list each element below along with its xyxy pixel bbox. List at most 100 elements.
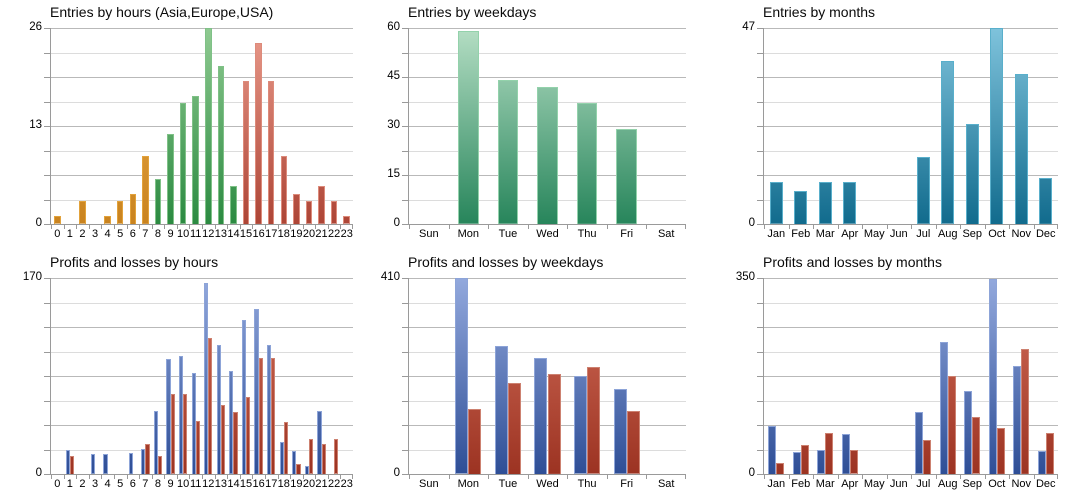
bar-profits-Aug[interactable]	[939, 341, 948, 474]
bar-profits-Dec[interactable]	[1037, 451, 1046, 474]
bar-losses-12[interactable]	[208, 337, 213, 474]
bar-entries-2[interactable]	[79, 201, 86, 224]
bar-losses-Tue[interactable]	[507, 382, 521, 474]
bar-profits-Jan[interactable]	[768, 425, 777, 474]
bar-entries-23[interactable]	[343, 216, 350, 224]
bar-profits-17[interactable]	[267, 344, 272, 474]
bar-profits-Oct[interactable]	[988, 278, 997, 474]
bar-profits-16[interactable]	[254, 309, 259, 474]
bar-profits-9[interactable]	[166, 358, 171, 474]
bar-entries-Apr[interactable]	[843, 182, 857, 224]
bar-entries-10[interactable]	[179, 103, 187, 224]
bar-losses-Fri[interactable]	[626, 411, 640, 474]
bar-entries-9[interactable]	[167, 133, 174, 224]
bar-entries-Jan[interactable]	[769, 182, 783, 224]
bar-entries-20[interactable]	[305, 201, 313, 224]
bar-profits-10[interactable]	[178, 356, 184, 474]
bar-losses-Sep[interactable]	[972, 417, 981, 474]
bar-losses-Jan[interactable]	[776, 462, 785, 474]
bar-losses-20[interactable]	[308, 439, 314, 474]
bar-losses-15[interactable]	[246, 396, 251, 474]
bar-profits-Sep[interactable]	[964, 390, 973, 474]
bar-profits-Apr[interactable]	[841, 434, 850, 474]
bar-losses-Jul[interactable]	[923, 439, 932, 474]
bar-entries-17[interactable]	[267, 80, 275, 224]
bar-entries-Fri[interactable]	[616, 129, 637, 224]
bar-entries-22[interactable]	[330, 201, 338, 224]
bar-losses-14[interactable]	[233, 411, 238, 474]
bar-losses-Dec[interactable]	[1045, 433, 1054, 474]
bar-profits-Thu[interactable]	[574, 376, 588, 474]
bar-entries-11[interactable]	[192, 95, 199, 224]
bar-profits-6[interactable]	[128, 453, 133, 474]
bar-entries-Nov[interactable]	[1014, 73, 1028, 224]
bar-entries-14[interactable]	[230, 186, 237, 224]
bar-losses-11[interactable]	[195, 420, 200, 474]
bar-profits-8[interactable]	[153, 410, 158, 474]
bar-profits-Jul[interactable]	[915, 412, 924, 474]
bar-entries-15[interactable]	[242, 80, 250, 224]
bar-profits-20[interactable]	[304, 465, 309, 474]
bar-profits-Wed[interactable]	[534, 357, 548, 474]
bar-profits-Feb[interactable]	[792, 451, 801, 474]
bar-entries-5[interactable]	[116, 201, 124, 224]
bar-entries-Mon[interactable]	[458, 31, 479, 224]
bar-entries-21[interactable]	[318, 186, 325, 224]
bar-entries-Feb[interactable]	[794, 190, 808, 224]
bar-entries-Aug[interactable]	[941, 61, 955, 224]
bar-entries-Tue[interactable]	[497, 80, 519, 224]
bar-entries-Jul[interactable]	[916, 157, 930, 224]
bar-profits-7[interactable]	[141, 448, 146, 474]
bar-losses-Oct[interactable]	[996, 428, 1005, 474]
bar-losses-21[interactable]	[321, 444, 326, 474]
bar-losses-Mar[interactable]	[825, 432, 834, 474]
bar-losses-22[interactable]	[334, 439, 339, 474]
bar-profits-3[interactable]	[90, 454, 96, 474]
bar-profits-15[interactable]	[241, 319, 247, 474]
bar-entries-19[interactable]	[293, 193, 300, 224]
bar-profits-4[interactable]	[103, 454, 108, 474]
bar-entries-Sep[interactable]	[965, 123, 979, 224]
bar-losses-10[interactable]	[183, 394, 188, 474]
bar-entries-Oct[interactable]	[990, 28, 1004, 224]
bar-profits-Tue[interactable]	[494, 345, 508, 474]
bar-losses-Wed[interactable]	[547, 374, 561, 474]
bar-losses-Mon[interactable]	[468, 409, 482, 474]
bar-profits-12[interactable]	[204, 282, 209, 474]
bar-entries-8[interactable]	[154, 178, 162, 224]
bar-entries-13[interactable]	[217, 65, 225, 224]
bar-profits-21[interactable]	[317, 410, 322, 474]
bar-losses-19[interactable]	[296, 463, 301, 474]
bar-entries-12[interactable]	[205, 28, 212, 224]
bar-entries-4[interactable]	[104, 216, 111, 224]
bar-entries-6[interactable]	[129, 193, 137, 224]
bar-entries-7[interactable]	[142, 156, 149, 224]
bar-losses-Nov[interactable]	[1021, 349, 1030, 474]
bar-profits-Fri[interactable]	[613, 389, 627, 474]
bar-profits-18[interactable]	[279, 441, 284, 474]
bar-profits-11[interactable]	[191, 372, 196, 474]
bar-entries-Dec[interactable]	[1039, 178, 1053, 224]
bar-entries-Wed[interactable]	[537, 86, 558, 224]
bar-losses-18[interactable]	[283, 422, 288, 474]
bar-losses-Feb[interactable]	[800, 444, 809, 474]
bar-entries-Thu[interactable]	[576, 103, 598, 224]
bar-losses-17[interactable]	[271, 357, 276, 474]
bar-profits-19[interactable]	[292, 450, 297, 474]
bar-profits-13[interactable]	[216, 344, 221, 474]
bar-profits-Nov[interactable]	[1013, 365, 1022, 474]
bar-profits-1[interactable]	[65, 449, 70, 474]
bar-losses-13[interactable]	[220, 404, 226, 474]
bar-losses-Apr[interactable]	[849, 450, 858, 474]
bar-profits-Mar[interactable]	[817, 450, 826, 474]
bar-entries-18[interactable]	[280, 156, 288, 224]
bar-profits-Mon[interactable]	[455, 278, 469, 474]
bar-losses-Aug[interactable]	[947, 376, 956, 474]
bar-losses-1[interactable]	[69, 455, 75, 474]
bar-entries-16[interactable]	[255, 43, 262, 224]
bar-losses-9[interactable]	[170, 394, 175, 474]
bar-entries-0[interactable]	[54, 216, 61, 224]
bar-profits-14[interactable]	[229, 371, 234, 474]
bar-losses-8[interactable]	[157, 455, 163, 474]
bar-losses-Thu[interactable]	[587, 367, 601, 474]
